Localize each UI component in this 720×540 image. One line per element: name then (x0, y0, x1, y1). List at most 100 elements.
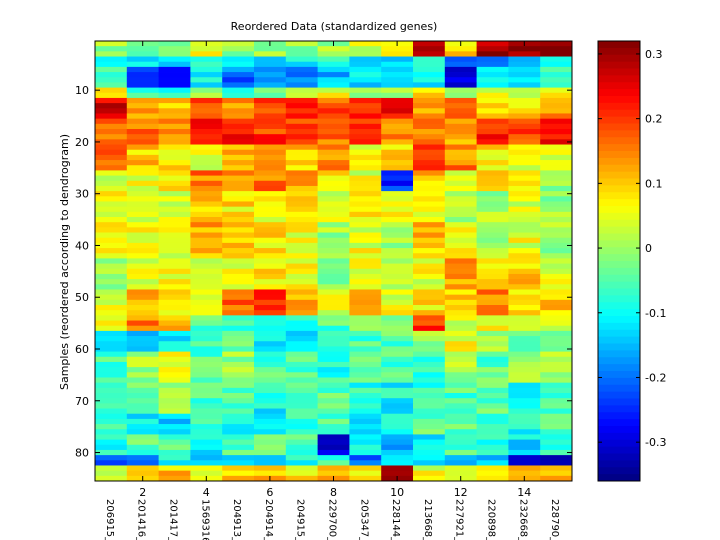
heatmap-cell (190, 185, 223, 192)
heatmap-cell (413, 424, 446, 430)
heatmap-cell (158, 242, 191, 249)
heatmap-cell (413, 248, 446, 254)
heatmap-cell (381, 46, 414, 52)
heatmap-cell (158, 170, 191, 176)
heatmap-cell (540, 310, 573, 316)
heatmap-cell (254, 330, 287, 337)
heatmap-cell (349, 237, 382, 244)
heatmap-cell (317, 299, 350, 306)
heatmap-cell (158, 72, 191, 78)
heatmap-cell (349, 439, 382, 446)
heatmap-cell (126, 393, 159, 399)
heatmap-cell (413, 382, 446, 389)
heatmap-cell (95, 154, 128, 161)
heatmap-cell (95, 398, 128, 404)
heatmap-cell (158, 315, 191, 321)
heatmap-cell (349, 56, 382, 63)
heatmap-cell (476, 185, 509, 192)
heatmap-cell (158, 258, 191, 264)
heatmap-cell (476, 134, 509, 140)
heatmap-cell (158, 206, 191, 213)
heatmap-cell (413, 134, 446, 140)
heatmap-cell (444, 294, 477, 301)
heatmap-cell (254, 341, 287, 347)
heatmap-cell (540, 165, 573, 171)
heatmap-cell (126, 72, 159, 78)
heatmap-cell (285, 144, 318, 151)
heatmap-cell (476, 227, 509, 233)
heatmap-cell (285, 165, 318, 171)
heatmap-cell (317, 330, 350, 337)
heatmap-cell (95, 408, 128, 415)
colorbar-swatch (598, 41, 640, 49)
heatmap-cell (413, 237, 446, 244)
x-tick-label: 8 (330, 486, 337, 499)
heatmap-cell (444, 470, 477, 477)
heatmap-cell (413, 253, 446, 259)
heatmap-cell (158, 455, 191, 461)
heatmap-cell (317, 268, 350, 275)
heatmap-cell (476, 434, 509, 440)
heatmap-cell (222, 134, 255, 140)
heatmap-cell (190, 330, 223, 337)
heatmap-cell (381, 320, 414, 327)
heatmap-cell (285, 294, 318, 301)
heatmap-cell (476, 289, 509, 296)
heatmap-cell (285, 268, 318, 275)
heatmap-cell (444, 217, 477, 223)
heatmap-cell (126, 325, 159, 332)
heatmap-cell (476, 382, 509, 389)
heatmap-cell (476, 139, 509, 145)
heatmap-cell (285, 299, 318, 306)
heatmap-cell (540, 294, 573, 301)
y-tick-label: 10 (75, 84, 89, 97)
heatmap-cell (317, 139, 350, 145)
heatmap-cell (540, 77, 573, 83)
x-category-label: 229700_ (327, 499, 338, 540)
heatmap-cell (317, 97, 350, 104)
heatmap-cell (126, 123, 159, 130)
heatmap-cell (508, 217, 541, 223)
heatmap-cell (413, 211, 446, 218)
heatmap-cell (95, 325, 128, 332)
heatmap-cell (444, 61, 477, 68)
heatmap-cell (190, 439, 223, 446)
heatmap-cell (317, 51, 350, 57)
heatmap-cell (413, 108, 446, 114)
heatmap-cell (349, 118, 382, 125)
heatmap-cell (317, 227, 350, 233)
heatmap-cell (508, 341, 541, 347)
heatmap-cell (476, 460, 509, 466)
heatmap-cell (381, 232, 414, 239)
heatmap-cell (190, 92, 223, 99)
x-tick-label: 10 (390, 486, 404, 499)
heatmap-cell (508, 227, 541, 233)
heatmap-cell (254, 211, 287, 218)
heatmap-cell (222, 367, 255, 373)
heatmap-cell (540, 403, 573, 409)
heatmap-cell (540, 196, 573, 202)
heatmap-cell (508, 232, 541, 239)
heatmap-cell (349, 398, 382, 404)
heatmap-cell (413, 268, 446, 275)
heatmap-cell (95, 258, 128, 264)
heatmap-cell (317, 217, 350, 223)
heatmap-cell (349, 66, 382, 73)
heatmap-cell (222, 103, 255, 109)
heatmap-cell (126, 56, 159, 63)
heatmap-cell (381, 82, 414, 88)
heatmap-cell (190, 170, 223, 176)
heatmap-cell (444, 382, 477, 389)
heatmap-cell (413, 113, 446, 120)
heatmap-cell (381, 108, 414, 114)
heatmap-cell (190, 165, 223, 171)
heatmap-cell (317, 206, 350, 213)
heatmap-cell (413, 175, 446, 182)
heatmap-cell (349, 175, 382, 182)
heatmap-cell (222, 310, 255, 316)
x-category-label: 1569316 (199, 499, 210, 540)
heatmap-cell (190, 377, 223, 384)
heatmap-cell (285, 170, 318, 176)
heatmap-cell (285, 289, 318, 296)
heatmap-cell (381, 356, 414, 363)
